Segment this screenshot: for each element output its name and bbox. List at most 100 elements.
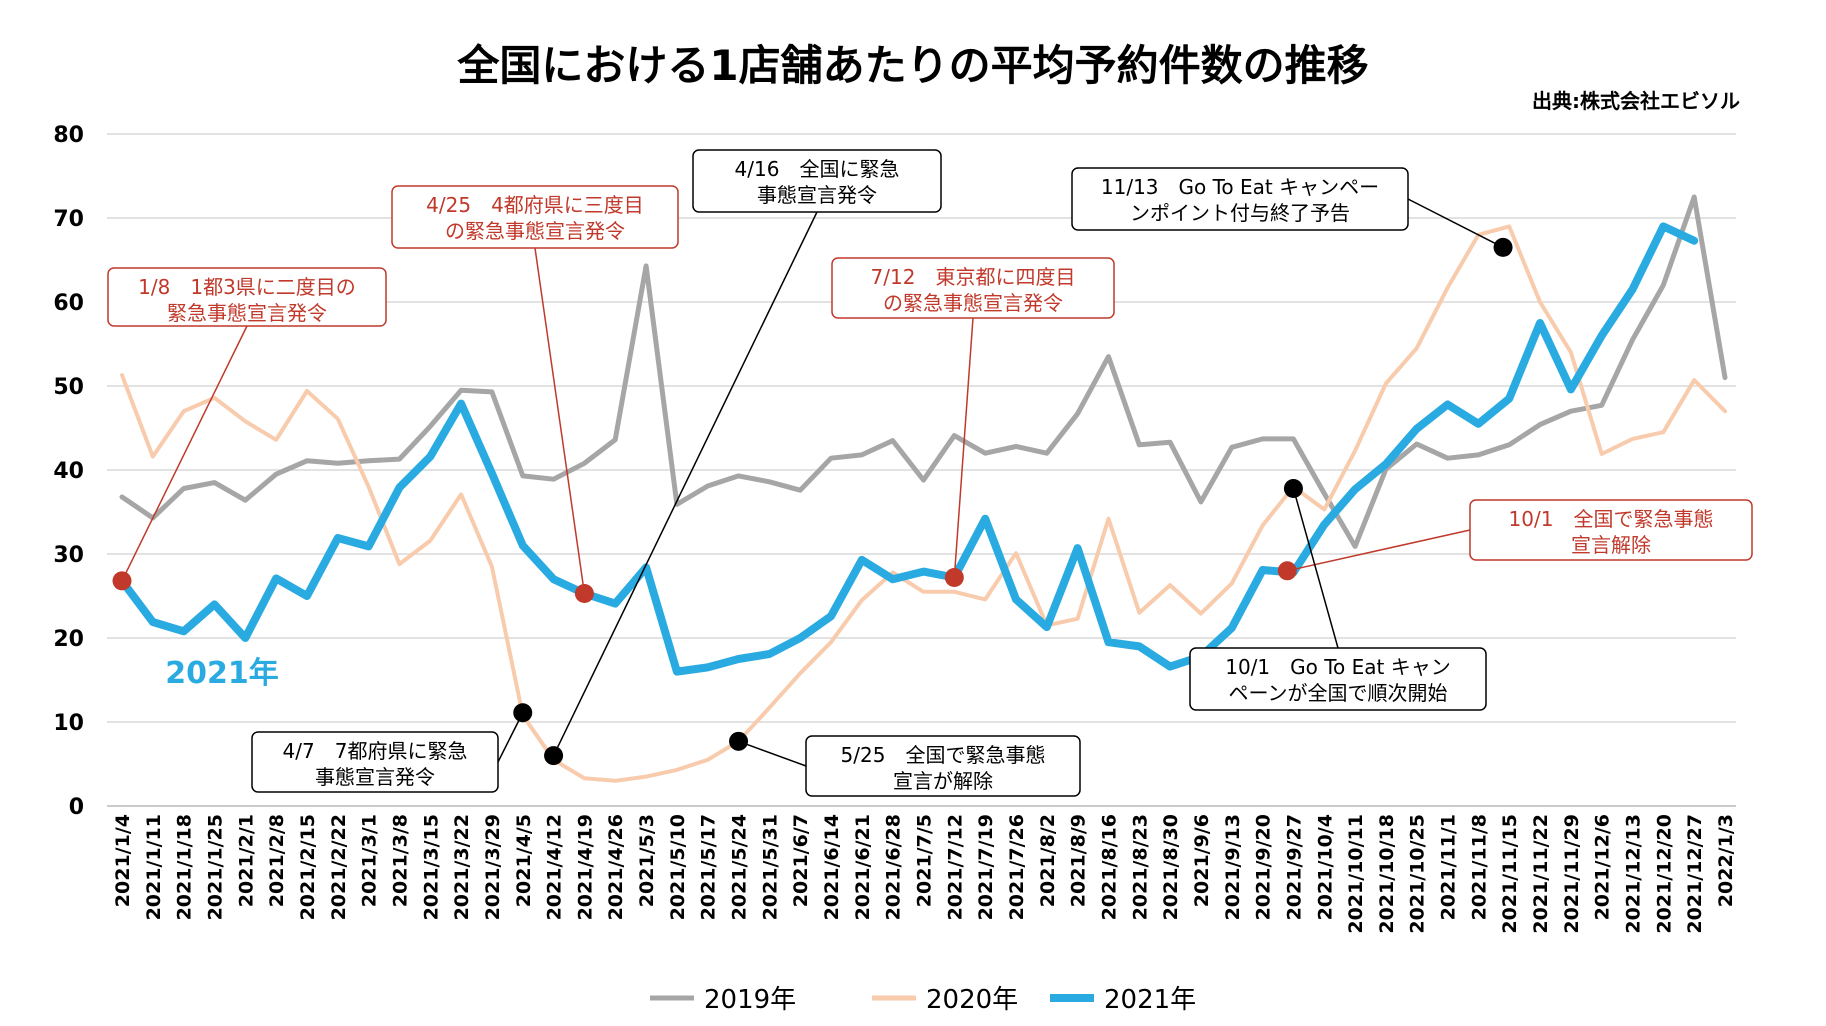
x-tick-label: 2021/5/3 (636, 814, 658, 907)
annotation-dot (944, 568, 964, 588)
legend-label: 2021年 (1104, 985, 1196, 1015)
annotation-text: の緊急事態宣言発令 (883, 291, 1063, 315)
x-tick-label: 2021/11/15 (1499, 814, 1521, 934)
x-tick-label: 2021/5/24 (729, 814, 751, 920)
x-tick-label: 2021/6/14 (821, 814, 843, 920)
annotation-leader-line (552, 211, 818, 756)
x-tick-label: 2021/7/26 (1006, 814, 1028, 920)
x-tick-label: 2021/7/19 (975, 814, 997, 920)
annotation-dot (729, 731, 749, 751)
x-tick-label: 2021/4/19 (574, 814, 596, 920)
annotation-box (831, 257, 1115, 319)
annotation-leader-line (121, 325, 248, 582)
annotation-text: 11/13 Go To Eat キャンペー (1101, 175, 1379, 199)
annotation-text: ペーンが全国で順次開始 (1229, 681, 1448, 705)
series-line-2020年 (120, 224, 1727, 783)
x-tick-label: 2021/10/18 (1376, 814, 1398, 934)
x-tick-label: 2021/2/1 (235, 814, 257, 907)
annotation-dot (544, 746, 564, 766)
x-tick-label: 2021/5/31 (759, 814, 781, 920)
x-tick-label: 2021/10/4 (1314, 814, 1336, 920)
annotation-dot (112, 571, 132, 591)
annotation-box (391, 185, 679, 249)
x-tick-label: 2021/9/6 (1191, 814, 1213, 907)
x-tick-label: 2021/11/22 (1530, 814, 1552, 934)
x-tick-label: 2021/3/29 (482, 814, 504, 920)
x-tick-label: 2021/12/13 (1623, 814, 1645, 934)
legend-item: 2021年 (1050, 985, 1196, 1015)
x-tick-label: 2021/9/27 (1283, 814, 1305, 920)
x-axis: 2021/1/4 2021/1/11 2021/1/18 2021/1/25 2021/… (112, 814, 1737, 934)
annotation-leader-line (534, 247, 586, 594)
annotation-box (1071, 167, 1409, 231)
x-tick-label: 2021/12/20 (1653, 814, 1675, 934)
annotation-text: 4/25 4都府県に三度目 (426, 193, 644, 217)
x-tick-label: 2021/3/22 (451, 814, 473, 920)
x-tick-label: 2021/1/4 (112, 814, 134, 907)
annotation-box (1469, 499, 1753, 561)
chart-source: 出典:株式会社エビソル (1532, 89, 1740, 113)
annotation-text: 宣言解除 (1571, 533, 1651, 557)
annotation-text: 10/1 Go To Eat キャン (1225, 655, 1451, 679)
y-tick-label: 20 (53, 627, 84, 652)
y-tick-label: 40 (53, 459, 84, 484)
x-tick-label: 2022/1/3 (1715, 814, 1737, 907)
x-tick-label: 2021/4/12 (544, 814, 566, 920)
annotation-text: の緊急事態宣言発令 (445, 219, 625, 243)
y-tick-label: 60 (53, 291, 84, 316)
annotation-leader-line (738, 740, 807, 767)
x-tick-label: 2021/1/11 (143, 814, 165, 920)
x-tick-label: 2021/4/26 (605, 814, 627, 920)
legend-label: 2019年 (704, 985, 796, 1015)
x-tick-label: 2021/7/5 (914, 814, 936, 907)
annotation-leader-line (1287, 529, 1471, 572)
legend-label: 2020年 (926, 985, 1018, 1015)
annotation-text: 4/7 7都府県に緊急 (283, 739, 468, 763)
annotation-text: 10/1 全国で緊急事態 (1509, 507, 1714, 531)
annotation-text: 宣言が解除 (893, 769, 993, 793)
y-tick-label: 0 (69, 795, 84, 820)
annotation-text: 1/8 1都3県に二度目の (138, 275, 356, 299)
annotation-text: 5/25 全国で緊急事態 (841, 743, 1046, 767)
legend-item: 2019年 (650, 985, 796, 1015)
annotation-text: 7/12 東京都に四度目 (871, 265, 1076, 289)
chart-title: 全国における1店舗あたりの平均予約件数の推移 (456, 41, 1368, 90)
y-tick-label: 70 (53, 207, 84, 232)
annotation-leader-line (1407, 198, 1504, 249)
annotation-text: 4/16 全国に緊急 (735, 157, 900, 181)
x-tick-label: 2021/10/25 (1407, 814, 1429, 934)
annotation-text: 事態宣言発令 (315, 765, 435, 789)
annotation-leader-line (953, 317, 974, 578)
x-tick-label: 2021/6/28 (883, 814, 905, 920)
legend: 2019年 2020年 2021年 (650, 985, 1196, 1015)
x-tick-label: 2021/2/22 (328, 814, 350, 920)
annotation-leader-line (1292, 488, 1339, 649)
x-tick-label: 2021/5/17 (698, 814, 720, 920)
x-tick-label: 2021/8/16 (1098, 814, 1120, 920)
legend-item: 2020年 (872, 985, 1018, 1015)
annotation-text: 事態宣言発令 (757, 183, 877, 207)
x-tick-label: 2021/10/11 (1345, 814, 1367, 934)
gridlines (107, 133, 1736, 807)
y-axis: 0 10 20 30 40 50 60 70 80 (53, 123, 84, 820)
series-line-2021年 (118, 222, 1699, 676)
x-tick-label: 2021/6/7 (790, 814, 812, 907)
annotation-box (805, 735, 1081, 797)
x-tick-label: 2021/8/30 (1160, 814, 1182, 920)
annotation-text: ンポイント付与終了予告 (1130, 201, 1350, 225)
annotation-dot (574, 583, 594, 603)
x-tick-label: 2021/8/2 (1037, 814, 1059, 907)
x-tick-label: 2021/11/1 (1438, 814, 1460, 920)
x-tick-label: 2021/3/1 (359, 814, 381, 907)
